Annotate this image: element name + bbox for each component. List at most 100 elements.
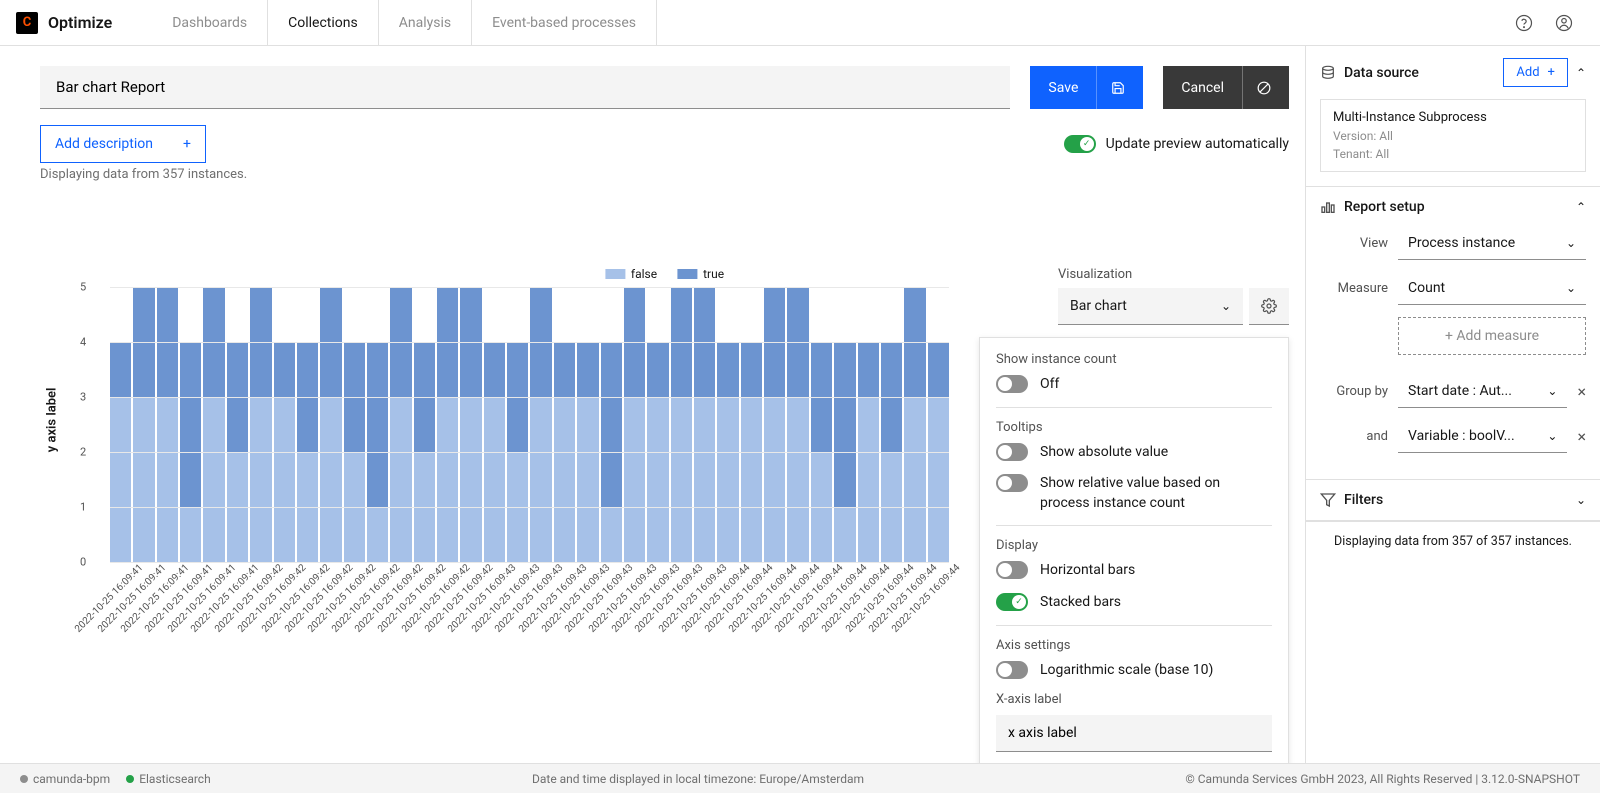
- y-tick: 0: [80, 556, 86, 569]
- bar-segment-false: [834, 507, 855, 562]
- log-toggle[interactable]: [996, 661, 1028, 679]
- bar: 2022-10-25 16:09:41: [203, 287, 224, 562]
- cfg-instance-count-label: Show instance count: [996, 352, 1272, 367]
- cfg-horiz: Horizontal bars: [1040, 561, 1135, 581]
- legend-false: false: [605, 267, 657, 281]
- cfg-stacked: Stacked bars: [1040, 593, 1121, 613]
- and-value: Variable : boolV...: [1408, 428, 1515, 444]
- stacked-toggle[interactable]: [996, 593, 1028, 611]
- sp-datasource-header[interactable]: Data source Add + ⌃: [1306, 46, 1600, 99]
- bar: 2022-10-25 16:09:44: [811, 287, 832, 562]
- chevron-down-icon: ⌄: [1547, 429, 1557, 443]
- sp-filters-title: Filters: [1344, 492, 1568, 508]
- report-title-input[interactable]: [40, 66, 1010, 109]
- footer-bpm: camunda-bpm: [20, 772, 110, 786]
- and-field-label: and: [1320, 429, 1388, 444]
- bar: 2022-10-25 16:09:43: [484, 287, 505, 562]
- gear-icon: [1261, 298, 1277, 314]
- bar-segment-false: [694, 397, 715, 562]
- bar-segment-false: [928, 397, 949, 562]
- footer-bar: camunda-bpm Elasticsearch Date and time …: [0, 763, 1600, 793]
- bar-segment-true: [554, 342, 575, 397]
- cancel-icon: [1242, 66, 1271, 109]
- remove-groupby-icon[interactable]: ×: [1577, 382, 1586, 401]
- bar: 2022-10-25 16:09:44: [928, 287, 949, 562]
- add-description-button[interactable]: Add description +: [40, 125, 206, 163]
- groupby-select[interactable]: Start date : Aut... ⌄: [1398, 375, 1567, 408]
- measure-value: Count: [1408, 280, 1445, 296]
- y-tick: 1: [80, 501, 86, 514]
- bar: 2022-10-25 16:09:43: [507, 287, 528, 562]
- nav-events[interactable]: Event-based processes: [472, 0, 657, 46]
- bar-segment-true: [858, 342, 879, 397]
- bar-segment-false: [764, 397, 785, 562]
- sp-setup-header[interactable]: Report setup ⌃: [1306, 187, 1600, 227]
- bar: 2022-10-25 16:09:43: [601, 287, 622, 562]
- sp-datasource-title: Data source: [1344, 65, 1495, 81]
- bar: 2022-10-25 16:09:42: [367, 287, 388, 562]
- config-popover: Show instance count Off Tooltips Show ab…: [979, 337, 1289, 763]
- xlabel-input[interactable]: [996, 715, 1272, 752]
- chevron-down-icon: ⌄: [1576, 493, 1586, 507]
- cfg-display-label: Display: [996, 538, 1272, 553]
- help-icon[interactable]: [1504, 3, 1544, 43]
- auto-preview-toggle[interactable]: [1064, 135, 1096, 153]
- bar: 2022-10-25 16:09:44: [904, 287, 925, 562]
- bar-segment-true: [741, 342, 762, 397]
- and-select[interactable]: Variable : boolV... ⌄: [1398, 420, 1567, 453]
- cancel-label: Cancel: [1181, 80, 1224, 96]
- bar-segment-false: [157, 397, 178, 562]
- source-version: Version: All: [1333, 129, 1573, 143]
- measure-select[interactable]: Count ⌄: [1398, 272, 1586, 305]
- bar-segment-false: [741, 397, 762, 562]
- bar-segment-false: [437, 397, 458, 562]
- filter-icon: [1320, 492, 1336, 508]
- chart-legend: false true: [605, 267, 724, 281]
- status-dot-es: [126, 775, 134, 783]
- bar-segment-false: [554, 397, 575, 562]
- bar-segment-false: [133, 397, 154, 562]
- bar-segment-false: [787, 397, 808, 562]
- legend-false-label: false: [631, 267, 657, 281]
- abs-value-toggle[interactable]: [996, 443, 1028, 461]
- add-measure-button[interactable]: + Add measure: [1398, 317, 1586, 355]
- cancel-button[interactable]: Cancel: [1163, 66, 1289, 109]
- horiz-toggle[interactable]: [996, 561, 1028, 579]
- add-desc-label: Add description: [55, 136, 153, 152]
- top-nav: C Optimize Dashboards Collections Analys…: [0, 0, 1600, 46]
- viz-settings-button[interactable]: [1249, 288, 1289, 325]
- source-card[interactable]: Multi-Instance Subprocess Version: All T…: [1320, 99, 1586, 172]
- add-datasource-button[interactable]: Add +: [1503, 58, 1568, 87]
- bar-segment-true: [577, 342, 598, 397]
- sp-filters-section: Filters ⌄: [1306, 480, 1600, 521]
- nav-analysis[interactable]: Analysis: [379, 0, 472, 46]
- viz-select[interactable]: Bar chart ⌄: [1058, 288, 1243, 325]
- bar: 2022-10-25 16:09:42: [437, 287, 458, 562]
- remove-and-icon[interactable]: ×: [1577, 427, 1586, 446]
- viz-label: Visualization: [1058, 267, 1289, 282]
- bar: 2022-10-25 16:09:42: [344, 287, 365, 562]
- user-icon[interactable]: [1544, 3, 1584, 43]
- sp-setup-section: Report setup ⌃ View Process instance ⌄ M…: [1306, 187, 1600, 480]
- bar-segment-true: [928, 342, 949, 397]
- source-name: Multi-Instance Subprocess: [1333, 110, 1573, 125]
- bar: 2022-10-25 16:09:43: [554, 287, 575, 562]
- bar-segment-false: [647, 397, 668, 562]
- bar-segment-true: [834, 342, 855, 507]
- chevron-up-icon: ⌃: [1576, 200, 1586, 214]
- sp-setup-title: Report setup: [1344, 199, 1568, 215]
- bar: 2022-10-25 16:09:41: [110, 287, 131, 562]
- instance-count-toggle[interactable]: [996, 375, 1028, 393]
- report-setup-icon: [1320, 199, 1336, 215]
- save-button[interactable]: Save: [1030, 66, 1143, 109]
- viz-controls: Visualization Bar chart ⌄: [1058, 267, 1289, 325]
- view-select[interactable]: Process instance ⌄: [1398, 227, 1586, 260]
- rel-value-toggle[interactable]: [996, 474, 1028, 492]
- chevron-down-icon: ⌄: [1566, 281, 1576, 295]
- viz-value: Bar chart: [1070, 298, 1127, 314]
- nav-dashboards[interactable]: Dashboards: [152, 0, 268, 46]
- plus-icon: +: [183, 136, 191, 152]
- sp-filters-header[interactable]: Filters ⌄: [1306, 480, 1600, 520]
- bar: 2022-10-25 16:09:42: [250, 287, 271, 562]
- nav-collections[interactable]: Collections: [268, 0, 379, 46]
